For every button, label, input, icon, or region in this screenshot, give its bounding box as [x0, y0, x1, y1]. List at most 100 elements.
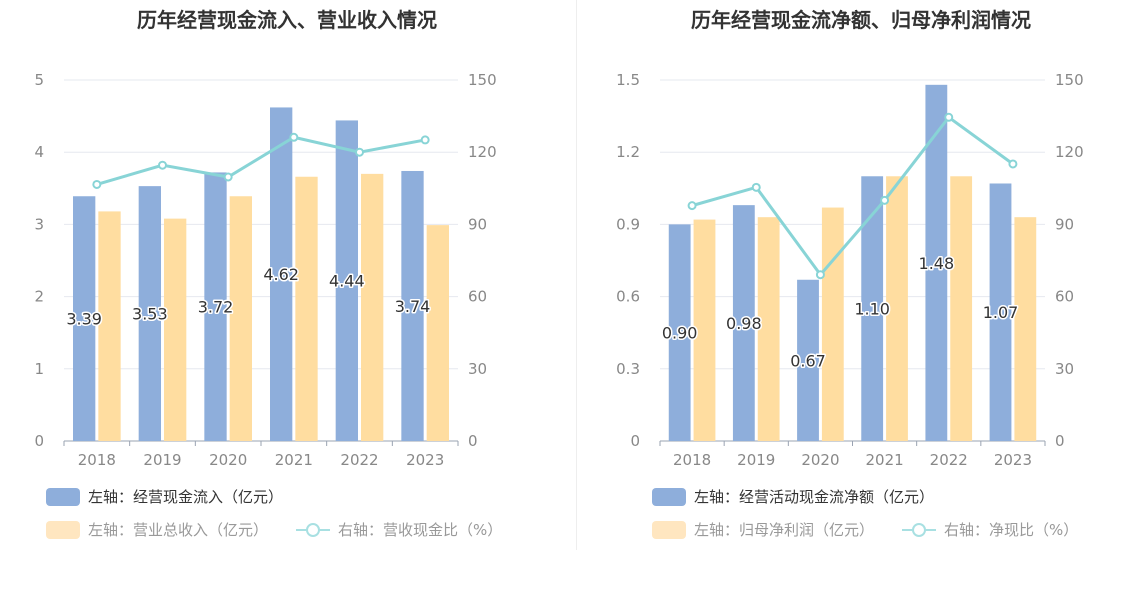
legend-label: 右轴：净现比（%）: [944, 521, 1079, 539]
bar-secondary: [1014, 217, 1037, 441]
legend-label: 右轴：营收现金比（%）: [338, 521, 503, 539]
legend-line-marker-icon: [296, 522, 330, 537]
bar-primary: [401, 170, 424, 442]
y-left-tick-label: 0.9: [616, 215, 640, 233]
y-left-tick-label: 0.6: [616, 288, 640, 306]
bar-data-label: 1.48: [919, 254, 955, 273]
legend-label: 左轴：归母净利润（亿元）: [694, 521, 875, 539]
bar-primary: [73, 196, 96, 441]
chart-plot: 0 0.3 0.6 0.9 1.2 1.5 0 30 60 90 120 150 2018 2019 202…: [616, 71, 1084, 469]
bar-data-label: 1.10: [854, 300, 890, 319]
bar-secondary: [426, 225, 449, 441]
x-tick-label: 2020: [801, 451, 839, 469]
bar-data-label: 3.72: [198, 298, 234, 317]
legend-swatch-yellow: [46, 520, 80, 539]
y-right-tick-label: 120: [468, 143, 497, 161]
bar-primary: [989, 183, 1012, 441]
x-tick-label: 2020: [209, 451, 247, 469]
y-right-tick-label: 0: [1055, 432, 1065, 450]
y-left-tick-label: 0: [34, 432, 44, 450]
bar-secondary: [361, 173, 384, 442]
panel-divider: [576, 0, 577, 550]
chart-panel-net-cash: 历年经营现金流净额、归母净利润情况 0 0.3 0.6 0.9 1.2 1.5 0 30 60 9…: [574, 0, 1148, 589]
chart-plot: 0 1 2 3 4 5 0 30 60 90 120 150 2018 2019 2020 2021 2022 2…: [34, 71, 497, 469]
bar-secondary: [821, 207, 844, 441]
ratio-point: [289, 132, 299, 142]
ratio-point: [751, 182, 761, 192]
ratio-point: [92, 179, 102, 189]
bar-data-label: 0.67: [790, 351, 826, 370]
y-right-tick-label: 150: [468, 71, 497, 89]
ratio-point: [420, 135, 430, 145]
legend-swatch-yellow: [652, 520, 686, 539]
x-tick-label: 2021: [865, 451, 903, 469]
x-tick-label: 2023: [994, 451, 1032, 469]
legend-label: 左轴：经营活动现金流净额（亿元）: [694, 488, 935, 506]
y-right-tick-label: 30: [1055, 360, 1074, 378]
bar-primary: [204, 172, 227, 441]
y-right-tick-label: 90: [468, 215, 487, 233]
legend-item-ratio[interactable]: 右轴：净现比（%）: [902, 519, 1078, 540]
y-right-tick-label: 60: [1055, 288, 1074, 306]
y-left-tick-label: 3: [34, 215, 44, 233]
x-tick-label: 2019: [737, 451, 775, 469]
bar-data-label: 3.39: [66, 310, 102, 329]
x-tick-label: 2022: [340, 451, 378, 469]
bar-secondary: [295, 176, 318, 442]
bar-data-label: 4.62: [263, 265, 299, 284]
bar-secondary: [164, 218, 187, 441]
legend-item-ratio[interactable]: 右轴：营收现金比（%）: [296, 519, 502, 540]
y-left-tick-label: 1: [34, 360, 44, 378]
y-left-tick-label: 0: [630, 432, 640, 450]
bar-secondary: [229, 196, 252, 441]
ratio-point: [1008, 159, 1018, 169]
legend-item-net-profit[interactable]: 左轴：归母净利润（亿元）: [652, 519, 874, 540]
y-left-tick-label: 1.5: [616, 71, 640, 89]
bar-primary: [270, 107, 293, 441]
ratio-line: [691, 115, 1014, 278]
y-left-tick-label: 2: [34, 288, 44, 306]
y-right-tick-label: 150: [1055, 71, 1084, 89]
legend-item-net-cash[interactable]: 左轴：经营活动现金流净额（亿元）: [652, 486, 934, 507]
chart-title: 历年经营现金流入、营业收入情况: [137, 8, 437, 32]
bar-primary: [668, 224, 691, 441]
bar-secondary: [98, 211, 121, 441]
ratio-point: [944, 112, 954, 122]
y-right-tick-label: 120: [1055, 143, 1084, 161]
x-tick-label: 2022: [930, 451, 968, 469]
bar-secondary: [757, 217, 780, 441]
y-right-tick-label: 90: [1055, 215, 1074, 233]
bar-data-label: 4.44: [329, 272, 365, 291]
bar-data-label: 3.53: [132, 305, 168, 324]
bar-data-label: 0.98: [726, 314, 762, 333]
x-tick-label: 2018: [673, 451, 711, 469]
bar-primary: [732, 205, 755, 441]
bar-secondary: [950, 176, 973, 441]
legend-item-revenue[interactable]: 左轴：营业总收入（亿元）: [46, 519, 268, 540]
legend-item-cash-inflow[interactable]: 左轴：经营现金流入（亿元）: [46, 486, 283, 507]
ratio-point: [223, 172, 233, 182]
bar-primary: [925, 84, 948, 442]
x-tick-label: 2019: [143, 451, 181, 469]
ratio-line: [96, 135, 426, 186]
bar-primary: [797, 279, 819, 441]
y-right-tick-label: 30: [468, 360, 487, 378]
bar-secondary: [886, 176, 908, 441]
y-left-tick-label: 4: [34, 143, 44, 161]
bar-primary: [138, 186, 161, 441]
legend-line-marker-icon: [902, 522, 936, 537]
y-right-tick-label: 0: [468, 432, 478, 450]
y-right-tick-label: 60: [468, 288, 487, 306]
x-tick-label: 2023: [406, 451, 444, 469]
y-left-tick-label: 1.2: [616, 143, 640, 161]
legend-swatch-blue: [652, 487, 686, 506]
x-tick-label: 2018: [78, 451, 116, 469]
ratio-point: [815, 270, 825, 280]
bar-secondary: [693, 219, 716, 441]
legend-swatch-blue: [46, 487, 80, 506]
y-left-tick-label: 5: [34, 71, 44, 89]
legend-label: 左轴：经营现金流入（亿元）: [88, 488, 284, 506]
bar-data-label: 1.07: [983, 303, 1019, 322]
ratio-point: [158, 160, 167, 170]
bar-primary: [335, 120, 358, 441]
